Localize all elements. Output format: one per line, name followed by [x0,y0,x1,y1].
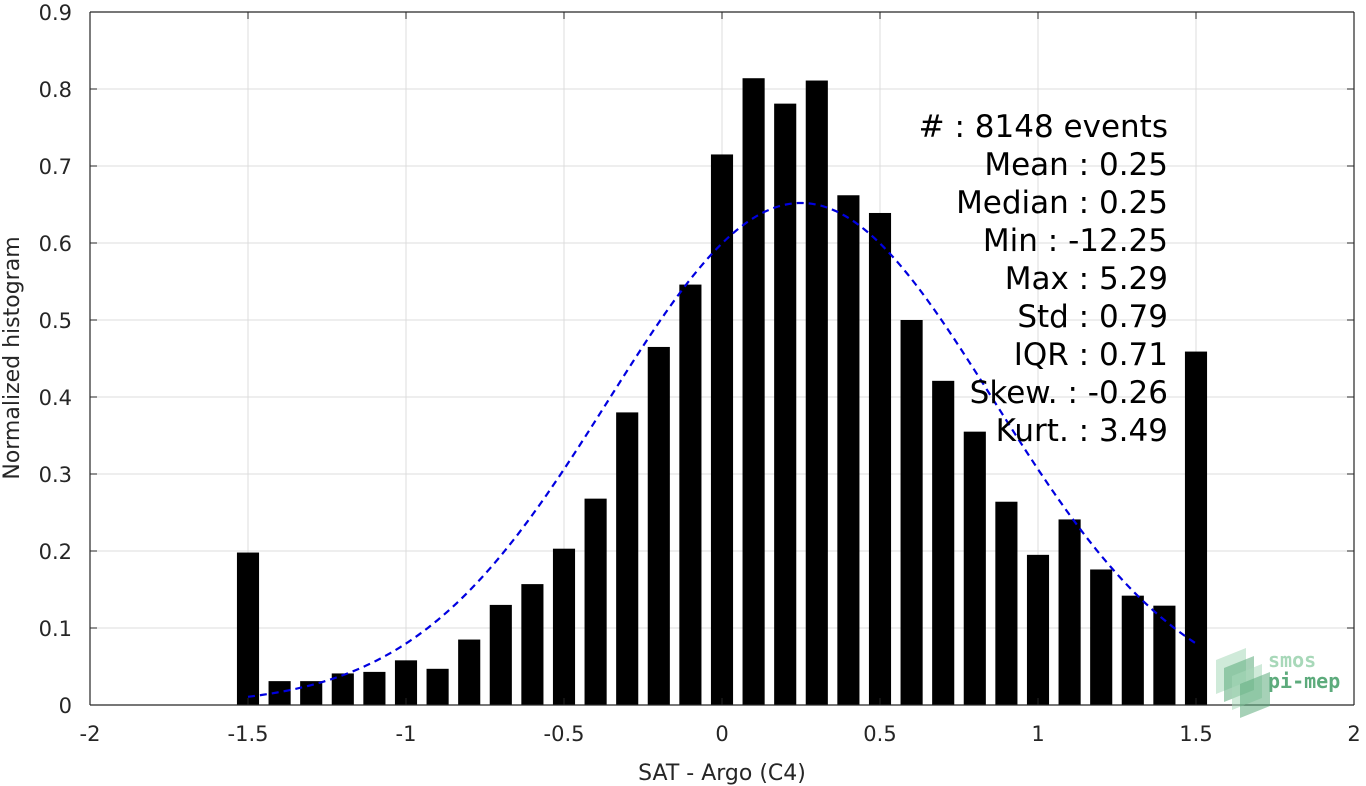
histogram-bar [995,501,1018,705]
stat-line: IQR : 0.71 [1014,337,1168,373]
histogram-bar [458,639,481,705]
histogram-bar [331,673,354,705]
y-tick-label: 0.8 [39,78,72,102]
histogram-bar [900,320,923,705]
histogram-bar [710,154,734,705]
histogram-bar [1090,569,1113,705]
y-tick-label: 0.7 [39,155,72,179]
x-tick-label: 0.5 [863,722,896,746]
histogram-bar [1058,519,1081,705]
y-tick-label: 0.6 [39,232,72,256]
y-axis-title: Normalized histogram [0,236,25,479]
x-tick-label: -2 [80,722,101,746]
x-tick-label: 2 [1347,722,1360,746]
x-tick-label: -1.5 [228,722,269,746]
histogram-bar [805,80,828,705]
x-axis-ticks: -2 -1.5 -1 -0.5 0 0.5 1 1.5 2 [80,12,1361,746]
histogram-bar [932,380,955,705]
histogram-bar [616,412,639,705]
stat-line: Median : 0.25 [956,185,1168,221]
histogram-bar [1121,595,1144,705]
smos-pi-mep-logo: smos pi-mep [1216,648,1340,718]
y-tick-label: 0.9 [39,1,72,25]
histogram-bar [584,498,607,705]
gaussian-fit-curve [247,201,1197,698]
stat-line: Kurt. : 3.49 [996,413,1168,449]
histogram-bar [363,671,386,705]
histogram-bar [489,604,512,705]
histogram-bar [1026,554,1050,705]
histogram-bar [426,668,449,705]
x-tick-label: 1.5 [1179,722,1212,746]
stat-line: Std : 0.79 [1017,299,1168,335]
histogram-bar [679,284,702,705]
y-tick-label: 0 [59,694,72,718]
histogram-bar [837,195,860,705]
logo-mark-icon [1216,648,1270,718]
logo-line2: pi-mep [1268,669,1340,693]
y-tick-label: 0.3 [39,463,72,487]
stat-line: # : 8148 events [919,109,1168,145]
logo-line1: smos [1268,648,1316,672]
histogram-bar [963,431,986,705]
histogram-bar [868,212,892,705]
histogram-bar [647,346,670,705]
histogram-bar [521,584,544,705]
y-axis-ticks: 0 0.1 0.2 0.3 0.4 0.5 0.6 0.7 0.8 0.9 [39,1,1354,718]
histogram-bar [1153,605,1176,705]
x-tick-label: 1 [1031,722,1044,746]
stat-line: Skew. : -0.26 [970,375,1168,411]
logo-plane [1240,672,1270,718]
histogram-bar [1184,351,1208,705]
histogram-bar [300,681,323,705]
y-tick-label: 0.4 [39,386,72,410]
y-tick-label: 0.2 [39,540,72,564]
y-tick-label: 0.1 [39,617,72,641]
stat-line: Mean : 0.25 [984,147,1168,183]
stat-line: Max : 5.29 [1005,261,1168,297]
x-tick-label: 0 [715,722,728,746]
histogram-bar [742,78,765,706]
y-tick-label: 0.5 [39,309,72,333]
histogram-bar [394,660,418,705]
histogram-bar [268,681,291,705]
x-tick-label: -0.5 [544,722,585,746]
histogram-bar [236,552,260,705]
histogram-bars [236,78,1208,706]
histogram-bar [774,103,797,705]
x-tick-label: -1 [396,722,417,746]
stat-line: Min : -12.25 [983,223,1168,259]
x-axis-title: SAT - Argo (C4) [638,761,806,786]
histogram-bar [552,548,576,705]
